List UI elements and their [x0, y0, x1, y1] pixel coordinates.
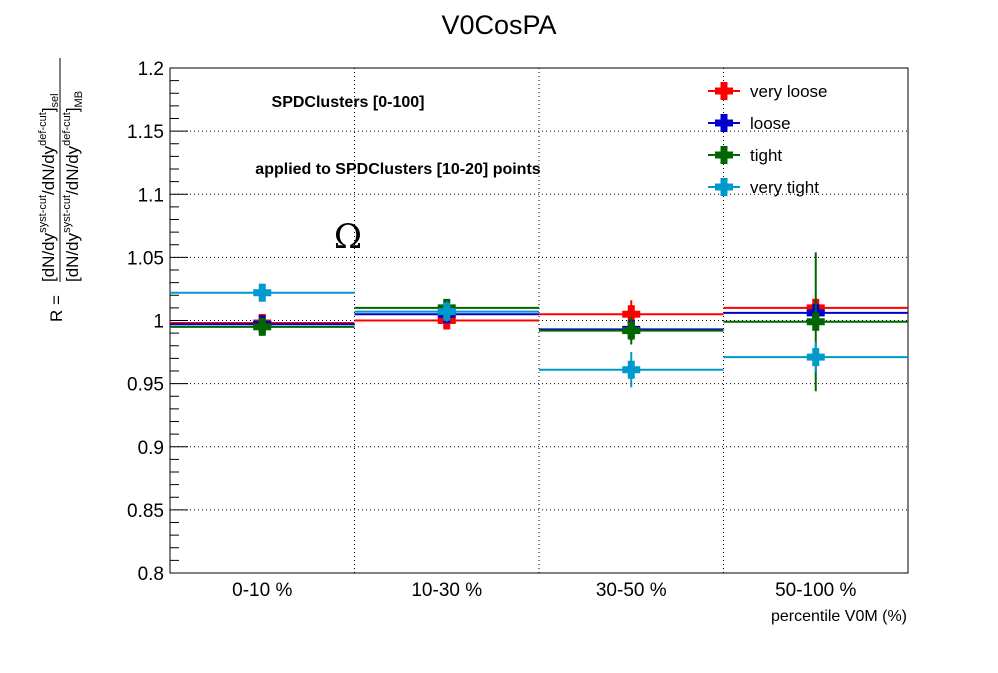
- y-tick-label: 0.95: [127, 375, 164, 396]
- y-tick-label: 0.9: [138, 438, 164, 459]
- data-point-v: [627, 321, 635, 340]
- x-tick-label: 50-100 %: [775, 580, 856, 601]
- legend-label: very tight: [750, 178, 819, 197]
- x-axis-label: percentile V0M (%): [771, 608, 907, 625]
- x-tick-label: 0-10 %: [232, 580, 292, 601]
- x-tick-label: 10-30 %: [411, 580, 482, 601]
- data-point-v: [258, 317, 266, 336]
- y-axis-label-denominator: [dN/dysyst-cut/dN/dydef-cut]MB: [61, 91, 85, 282]
- y-tick-label: 1.1: [138, 185, 164, 206]
- y-tick-label: 0.85: [127, 501, 164, 522]
- y-tick-label: 1: [153, 312, 164, 333]
- y-axis: 0.8 0.85 0.9 0.95 1 1.05 1.1 1.15 1.2: [127, 59, 188, 585]
- x-tick-label: 30-50 %: [596, 580, 667, 601]
- data-point-v: [627, 305, 635, 324]
- y-tick-label: 1.15: [127, 122, 164, 143]
- y-axis-label-prefix: R =: [47, 295, 66, 322]
- legend-marker-v: [720, 82, 728, 100]
- series-very-tight: [170, 283, 908, 388]
- legend-marker-v: [720, 178, 728, 196]
- y-tick-label: 1.2: [138, 59, 164, 80]
- legend-marker-v: [720, 146, 728, 164]
- y-tick-label: 1.05: [127, 248, 164, 269]
- legend-marker-v: [720, 114, 728, 132]
- y-tick-label: 0.8: [138, 564, 164, 585]
- annotation-applied: applied to SPDClusters [10-20] points: [255, 161, 540, 178]
- legend-label: tight: [750, 146, 782, 165]
- data-point-v: [627, 360, 635, 379]
- annotation-omega: Ω: [334, 217, 362, 257]
- legend: very loose loose tight very tight: [708, 82, 827, 197]
- data-series: [170, 252, 908, 392]
- annotation-spdclusters: SPDClusters [0-100]: [272, 94, 425, 111]
- x-axis: 0-10 % 10-30 % 30-50 % 50-100 %: [232, 580, 856, 601]
- data-point-v: [812, 348, 820, 367]
- y-axis-label-numerator: [dN/dysyst-cut/dN/dydef-cut]sel: [37, 93, 61, 282]
- legend-label: very loose: [750, 82, 827, 101]
- legend-label: loose: [750, 114, 791, 133]
- data-point-v: [258, 283, 266, 302]
- chart-title: V0CosPA: [441, 10, 556, 40]
- data-point-v: [812, 312, 820, 331]
- data-point-v: [443, 302, 451, 321]
- y-axis-label: R = [dN/dysyst-cut/dN/dydef-cut]sel [dN/…: [37, 58, 85, 322]
